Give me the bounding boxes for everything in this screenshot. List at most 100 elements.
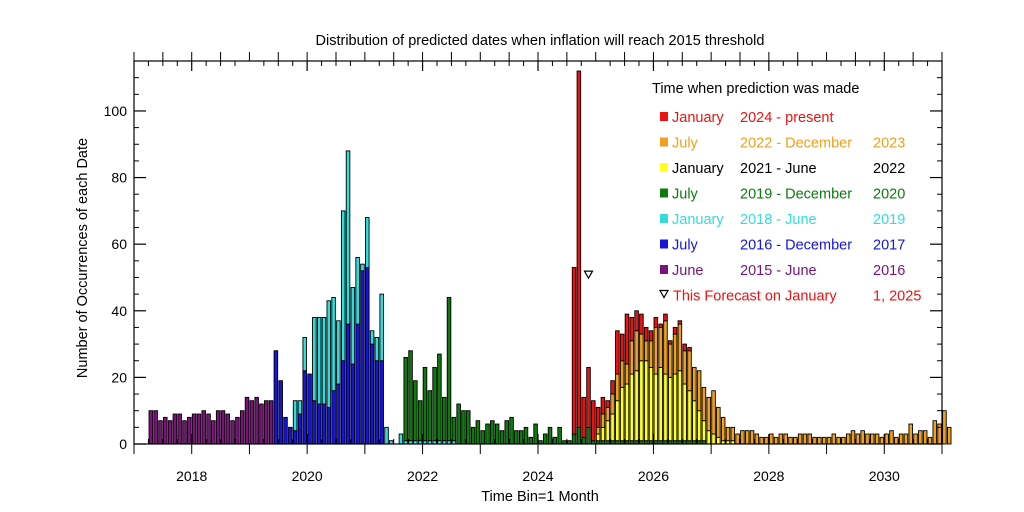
bar-series3-m56 <box>417 400 423 442</box>
bar-series5-m97 <box>615 373 620 402</box>
bar-series5-m160 <box>918 430 923 445</box>
legend-label-3-2: 2020 <box>873 187 905 203</box>
bar-series1-m41 <box>345 323 351 445</box>
legend-title: Time when prediction was made <box>652 81 859 97</box>
x-tick-label-2024: 2024 <box>522 468 553 484</box>
bar-series5-m130 <box>773 436 779 445</box>
legend-label-4-0: January <box>672 161 724 177</box>
bar-series1-m43 <box>355 323 360 445</box>
bar-series4-m105 <box>653 373 659 442</box>
bar-series5-m117 <box>711 390 716 435</box>
bar-series3-m73 <box>499 430 505 445</box>
bar-series4-m99 <box>624 383 630 442</box>
bar-series5-m143 <box>836 436 841 445</box>
bar-series5-m132 <box>783 433 788 445</box>
bar-series5-m141 <box>826 436 832 445</box>
bar-series5-m147 <box>855 433 861 445</box>
bar-series0-m17 <box>230 420 235 445</box>
bar-series6-m92 <box>591 400 596 442</box>
x-tick-label-2026: 2026 <box>638 468 669 484</box>
bar-series5-m133 <box>788 436 793 445</box>
bar-series1-m36 <box>321 403 327 445</box>
bar-series6-m110 <box>677 320 683 325</box>
y-tick-label-20: 20 <box>111 369 127 385</box>
bar-series2-m42 <box>350 287 356 365</box>
bar-series5-m121 <box>730 426 736 442</box>
bar-series5-m128 <box>764 436 769 445</box>
bar-series4-m111 <box>682 383 687 442</box>
bar-series0-m14 <box>215 410 221 445</box>
bar-series6-m101 <box>634 310 639 332</box>
bar-series5-m106 <box>658 326 663 368</box>
bar-series5-m166 <box>946 426 952 445</box>
bar-series1-m30 <box>292 430 298 445</box>
bar-series6-m111 <box>682 343 687 352</box>
bar-series5-m149 <box>865 433 870 445</box>
bar-series5-m115 <box>701 386 707 422</box>
bar-series5-m126 <box>754 433 760 445</box>
bar-series4-m108 <box>668 376 673 442</box>
bar-series1-m28 <box>283 416 288 445</box>
bar-series0-m3 <box>163 416 168 445</box>
legend-swatch-5 <box>660 137 668 147</box>
bar-series1-m37 <box>326 406 332 445</box>
legend-label-0-1: 2015 - June <box>740 263 817 279</box>
bar-series3-m70 <box>485 423 490 445</box>
bar-series2-m36 <box>321 316 327 405</box>
bar-series6-m103 <box>643 326 649 342</box>
legend-label-6-1: 2024 - present <box>740 110 834 126</box>
legend-forecast-date: 1, 2025 <box>873 289 921 305</box>
bar-series6-m99 <box>624 313 630 365</box>
legend-label-3-1: 2019 - December <box>740 187 852 203</box>
bar-series1-m39 <box>336 383 341 445</box>
bar-series3-m65 <box>461 410 466 445</box>
bar-series0-m13 <box>211 420 216 445</box>
bar-series4-m104 <box>648 366 654 442</box>
bar-series2-m48 <box>379 293 384 362</box>
bar-series5-m100 <box>629 340 635 375</box>
bar-series4-m93 <box>595 433 601 442</box>
bar-series5-m145 <box>845 433 851 445</box>
legend-label-3-0: July <box>672 187 699 203</box>
bar-series3-m54 <box>408 350 413 442</box>
bar-series0-m5 <box>172 413 178 445</box>
bar-series5-m159 <box>913 433 918 445</box>
bar-series3-m84 <box>552 436 558 445</box>
bar-series5-m96 <box>610 393 615 415</box>
bar-series2-m43 <box>355 257 360 325</box>
bar-series4-m96 <box>610 413 615 442</box>
bar-series2-m41 <box>345 150 351 325</box>
bar-series0-m10 <box>196 413 202 445</box>
bar-series5-m123 <box>740 430 745 445</box>
bar-series4-m112 <box>687 390 692 442</box>
bar-series3-m80 <box>533 423 538 445</box>
bar-series5-m137 <box>807 433 812 445</box>
bar-series5-m136 <box>802 433 808 445</box>
bar-series6-m105 <box>653 316 659 328</box>
y-tick-label-80: 80 <box>111 170 127 186</box>
bar-series5-m148 <box>860 430 865 445</box>
bar-series5-m98 <box>619 360 625 388</box>
bar-series3-m60 <box>437 353 442 442</box>
bar-series3-m63 <box>451 416 457 442</box>
bar-series5-m94 <box>600 413 606 428</box>
bar-series6-m97 <box>615 330 620 375</box>
bar-series3-m66 <box>466 410 471 445</box>
bar-series1-m38 <box>331 390 336 445</box>
bar-series1-m34 <box>312 400 317 445</box>
bar-series5-m116 <box>706 396 711 432</box>
bar-series1-m42 <box>350 363 356 445</box>
bar-series0-m19 <box>239 410 245 445</box>
axes: 2018 2020 2022 2024 2026 2028 2030 0 20 40 60 80 100 <box>104 52 943 484</box>
bar-series4-m106 <box>658 366 663 442</box>
legend-label-0-2: 2016 <box>873 263 905 279</box>
bar-series5-m129 <box>769 433 774 445</box>
bar-series3-m90 <box>581 436 586 445</box>
x-tick-label-2030: 2030 <box>869 468 900 484</box>
bar-series5-m105 <box>653 326 659 375</box>
bar-series5-m113 <box>692 366 697 402</box>
bar-series3-m61 <box>441 396 447 442</box>
forecast-marker <box>583 270 594 280</box>
legend-label-2-2: 2019 <box>873 212 905 228</box>
bar-series3-m83 <box>547 426 553 445</box>
